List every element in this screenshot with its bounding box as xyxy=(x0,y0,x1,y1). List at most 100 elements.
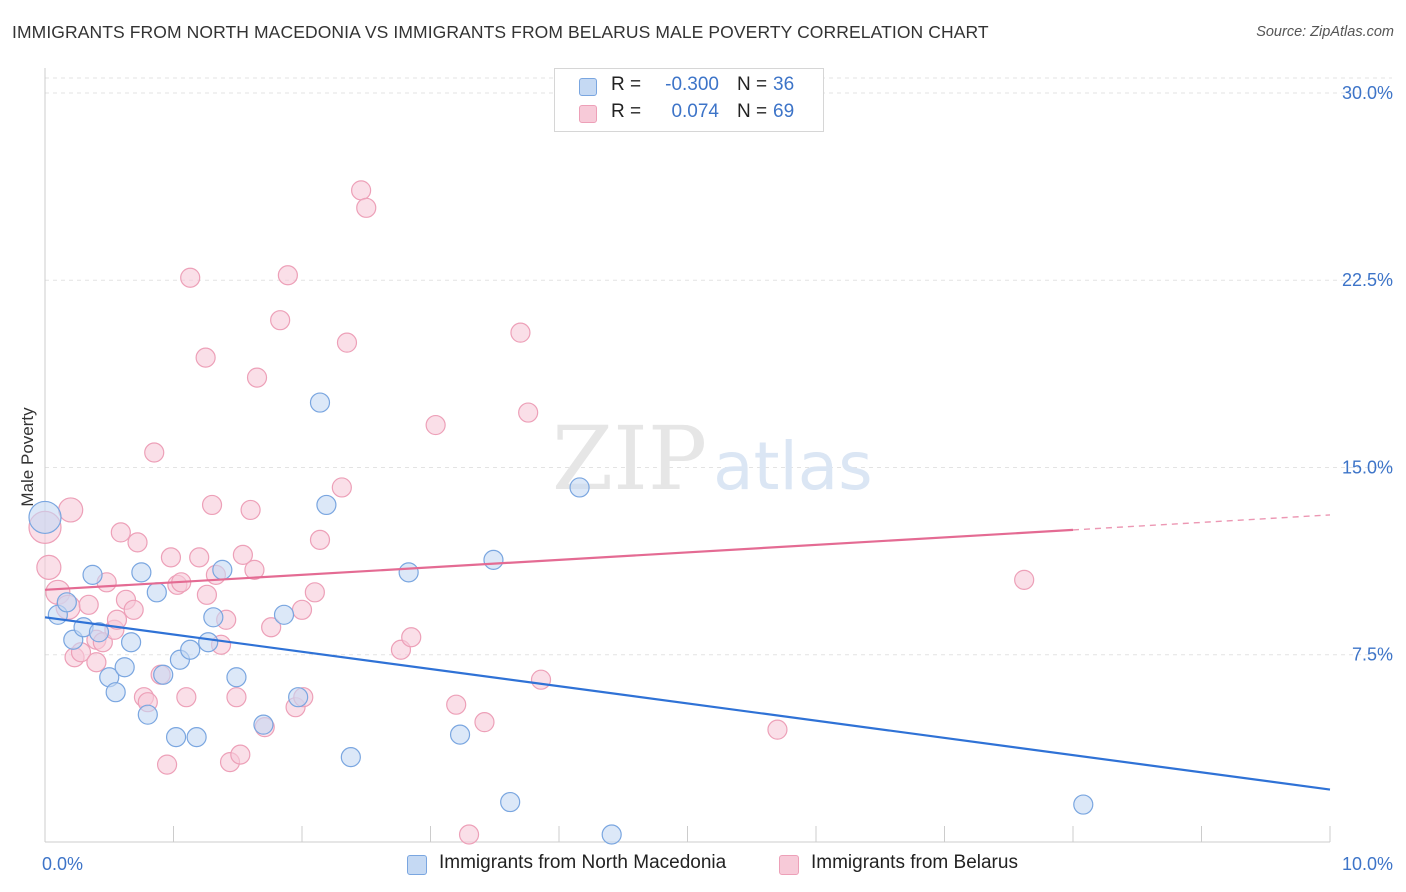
data-point xyxy=(36,554,62,580)
series-legend-label: Immigrants from North Macedonia xyxy=(439,852,727,873)
x-tick-labels: 0.0% 10.0% xyxy=(42,854,1393,874)
legend-r-label: R = xyxy=(611,101,642,122)
legend-n-label: N = xyxy=(737,101,768,122)
data-point xyxy=(226,667,247,688)
data-point xyxy=(180,267,201,288)
data-point xyxy=(261,617,282,638)
trend-line xyxy=(44,616,1331,791)
data-point xyxy=(244,559,265,580)
data-point xyxy=(273,604,295,625)
data-point xyxy=(105,682,126,703)
data-point xyxy=(336,332,358,353)
y-tick-label: 7.5% xyxy=(1352,645,1393,665)
data-point xyxy=(1014,569,1035,590)
data-point xyxy=(425,414,446,436)
data-point xyxy=(351,180,372,201)
y-tick-labels: 7.5% 15.0% 22.5% 30.0% xyxy=(1342,83,1393,665)
data-point xyxy=(176,687,197,708)
data-point xyxy=(446,694,467,715)
series-north-macedonia-points xyxy=(28,392,1094,845)
data-point xyxy=(201,494,223,516)
legend-n-value: 69 xyxy=(773,101,795,122)
x-ticks xyxy=(44,826,1331,842)
legend-n-value: 36 xyxy=(773,74,795,95)
data-point xyxy=(518,402,539,423)
data-point xyxy=(569,477,590,498)
data-point xyxy=(153,664,174,685)
data-point xyxy=(449,724,471,745)
data-point xyxy=(106,609,128,630)
data-point xyxy=(309,392,331,413)
data-point xyxy=(82,564,103,585)
data-point xyxy=(530,669,552,690)
trend-line-extension xyxy=(1072,514,1331,531)
data-point xyxy=(212,559,233,580)
data-point xyxy=(137,704,158,725)
data-point xyxy=(127,532,148,553)
legend-swatch-north-macedonia xyxy=(579,78,597,96)
correlation-legend: R = -0.300 N = 36 R = 0.074 N = 69 xyxy=(554,68,824,132)
y-tick-label: 15.0% xyxy=(1342,457,1393,477)
data-point xyxy=(180,639,201,660)
x-tick-label: 10.0% xyxy=(1342,854,1393,874)
watermark-atlas: atlas xyxy=(713,428,873,505)
series-legend-swatch-north-macedonia xyxy=(407,855,427,875)
legend-r-label: R = xyxy=(611,74,642,95)
y-tick-label: 30.0% xyxy=(1342,83,1393,103)
y-tick-label: 22.5% xyxy=(1342,270,1393,290)
data-point xyxy=(510,322,531,343)
chart-title: IMMIGRANTS FROM NORTH MACEDONIA VS IMMIG… xyxy=(12,22,989,42)
data-point xyxy=(288,687,309,708)
data-point xyxy=(165,727,187,748)
data-point xyxy=(270,310,291,331)
data-point xyxy=(56,592,77,613)
legend-r-value: 0.074 xyxy=(671,101,719,122)
data-point xyxy=(331,477,352,498)
data-point xyxy=(277,265,298,286)
data-point xyxy=(110,522,131,543)
data-point xyxy=(226,687,247,708)
data-point xyxy=(131,562,152,583)
data-point xyxy=(232,544,253,565)
y-axis-label: Male Poverty xyxy=(18,407,37,507)
data-point xyxy=(304,582,325,603)
data-point xyxy=(203,607,224,628)
data-point xyxy=(401,627,422,648)
data-point xyxy=(144,442,165,463)
data-point xyxy=(291,599,313,620)
data-point xyxy=(601,824,622,845)
data-point xyxy=(114,657,135,678)
data-point xyxy=(246,367,268,388)
data-point xyxy=(195,347,216,368)
data-point xyxy=(198,632,219,653)
data-point xyxy=(767,719,788,740)
data-point xyxy=(86,652,107,673)
data-point xyxy=(398,562,419,583)
trend-lines xyxy=(44,514,1331,791)
series-legend: Immigrants from North Macedonia Immigran… xyxy=(0,852,1406,878)
data-point xyxy=(156,754,178,775)
data-point xyxy=(186,727,207,748)
legend-n-label: N = xyxy=(737,74,768,95)
data-point xyxy=(28,500,62,535)
series-legend-swatch-belarus xyxy=(779,855,799,875)
legend-r-value: -0.300 xyxy=(665,74,719,95)
watermark: ZIPatlas xyxy=(552,407,873,510)
data-point xyxy=(196,584,218,605)
data-point xyxy=(123,599,144,620)
series-legend-label: Immigrants from Belarus xyxy=(811,852,1018,873)
data-point xyxy=(1073,794,1094,815)
data-point xyxy=(500,791,521,813)
data-point xyxy=(240,499,261,521)
data-point xyxy=(120,632,142,653)
data-point xyxy=(356,197,377,218)
data-point xyxy=(189,547,210,568)
data-point xyxy=(88,622,110,643)
data-point xyxy=(160,547,182,568)
data-point xyxy=(316,494,337,516)
chart-source: Source: ZipAtlas.com xyxy=(1256,24,1394,40)
data-point xyxy=(309,529,331,550)
x-tick-label: 0.0% xyxy=(42,854,83,874)
data-point xyxy=(458,824,480,845)
data-point xyxy=(474,712,495,733)
